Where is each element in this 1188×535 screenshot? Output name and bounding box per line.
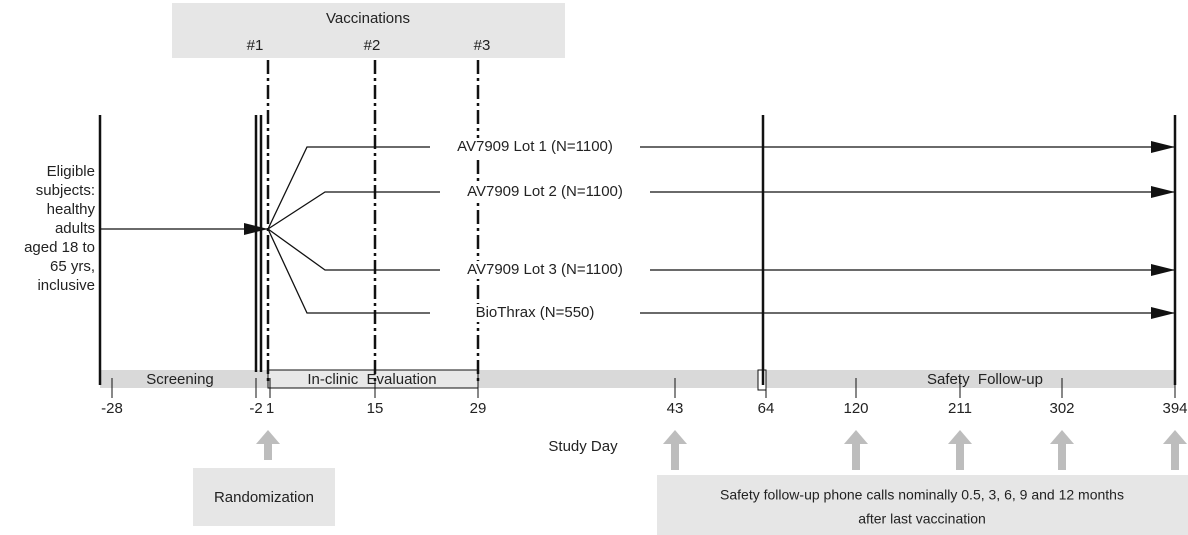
day-label: 64 bbox=[758, 400, 775, 417]
arm-labels: AV7909 Lot 1 (N=1100) AV7909 Lot 2 (N=110… bbox=[430, 138, 650, 322]
eligibility-text: Eligible subjects: healthy adults aged 18 to… bbox=[24, 163, 95, 294]
eligibility-line: 65 yrs, bbox=[50, 258, 95, 275]
dose-label: #3 bbox=[474, 37, 491, 54]
phase-label: Safety Follow-up bbox=[927, 371, 1043, 388]
eligibility-line: subjects: bbox=[36, 182, 95, 199]
phone-text: Safety follow-up phone calls nominally 0… bbox=[720, 487, 1124, 503]
day-label: 302 bbox=[1049, 400, 1074, 417]
day-label: 211 bbox=[948, 400, 972, 417]
day-label: -2 bbox=[249, 400, 262, 417]
arm-label-bg bbox=[440, 183, 650, 201]
eligibility-line: healthy bbox=[47, 201, 96, 218]
eligibility-line: Eligible bbox=[47, 163, 95, 180]
day-label: 1 bbox=[266, 400, 274, 417]
phone-box bbox=[657, 475, 1188, 535]
eligibility-line: aged 18 to bbox=[24, 239, 95, 256]
day-label: 43 bbox=[667, 400, 684, 417]
arm-label: AV7909 Lot 1 (N=1100) bbox=[457, 138, 613, 155]
phase-label: Screening bbox=[146, 371, 214, 388]
arm-label: AV7909 Lot 2 (N=1100) bbox=[467, 183, 623, 200]
randomization-label: Randomization bbox=[214, 489, 314, 506]
arm-label-bg bbox=[440, 261, 650, 279]
arm-arrow bbox=[267, 228, 1175, 276]
randomization-box bbox=[193, 468, 335, 526]
dose-label: #1 bbox=[247, 37, 264, 54]
study-days: -28 -2 1 15 29 43 64 120 211 302 394 bbox=[101, 378, 1188, 417]
arm-label: AV7909 Lot 3 (N=1100) bbox=[467, 261, 623, 278]
vaccinations-title: Vaccinations bbox=[326, 10, 410, 27]
day-label: -28 bbox=[101, 400, 123, 417]
day-label: 29 bbox=[470, 400, 487, 417]
arm-label-bg bbox=[430, 304, 640, 322]
dose-label: #2 bbox=[364, 37, 381, 54]
arm-arrow bbox=[267, 141, 1175, 230]
phone-text: after last vaccination bbox=[858, 511, 986, 527]
arm-label-bg bbox=[430, 138, 640, 156]
phase-label: In-clinic Evaluation bbox=[307, 371, 436, 388]
arm-arrow bbox=[267, 228, 1175, 319]
axis-label: Study Day bbox=[548, 438, 618, 455]
eligibility-line: adults bbox=[55, 220, 95, 237]
day-label: 120 bbox=[843, 400, 868, 417]
arm-arrow bbox=[267, 186, 1175, 230]
call-arrows bbox=[256, 430, 1187, 470]
arm-label: BioThrax (N=550) bbox=[476, 304, 595, 321]
vaccination-box bbox=[172, 3, 565, 58]
eligibility-line: inclusive bbox=[37, 277, 95, 294]
day-label: 394 bbox=[1162, 400, 1187, 417]
day-label: 15 bbox=[367, 400, 384, 417]
